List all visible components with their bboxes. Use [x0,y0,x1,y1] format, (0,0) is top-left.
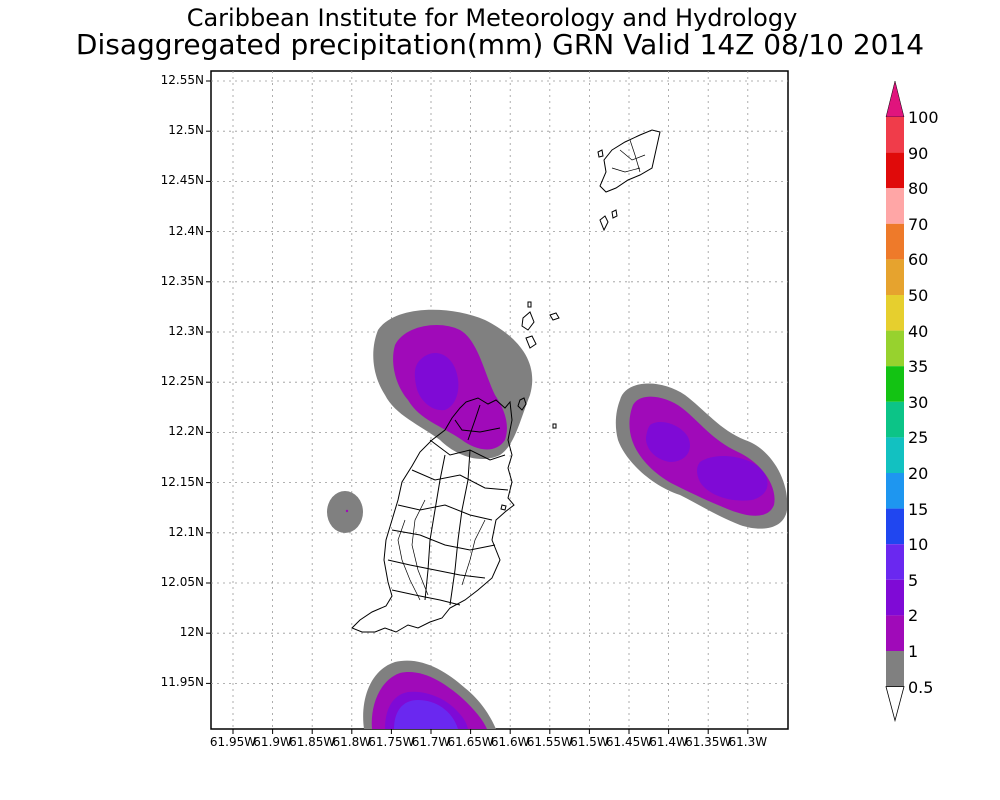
colorbar-label: 40 [908,321,929,341]
lat-label: 12.05N [160,575,204,589]
lat-label: 12N [179,625,204,640]
lon-label: 61.55W [526,735,573,749]
colorbar-label: 25 [908,428,929,448]
carriacou-parishes [611,139,646,173]
colorbar-label: 1 [908,642,919,661]
precip-west-spot-0.5 [327,491,363,533]
islet-mid-4 [549,312,560,321]
lon-label: 61.5W [570,735,609,749]
colorbar-swatch [886,330,904,367]
precip-north [373,309,533,460]
colorbar-label: 50 [908,286,929,305]
parish-boundaries [387,404,509,606]
carriacou-coastline [599,129,661,193]
colorbar-swatch [886,473,904,509]
lat-label: 12.35N [160,273,204,288]
colorbar-label: 80 [908,179,929,199]
colorbar-label: 30 [908,392,929,412]
colorbar-swatch [886,117,904,153]
precip-south-5 [394,700,458,729]
lon-label: 61.85W [289,735,336,749]
colorbar-swatch [886,579,904,616]
colorbar-swatch [886,508,904,545]
colorbar-label: 5 [908,570,919,590]
lon-label: 61.3W [728,735,768,749]
colorbar-bottom-arrow [885,686,905,723]
colorbar-swatch [886,152,904,189]
colorbar-swatch [886,615,904,651]
lat-label: 12.4N [168,223,204,238]
islet-east [552,423,557,429]
lon-label: 61.45W [605,735,653,749]
lat-label: 12.25N [160,374,204,389]
precip-west-spot-peak [345,509,349,513]
colorbar-top-arrow [885,80,905,118]
institute-title: Caribbean Institute for Meteorology and … [186,4,798,32]
carriacou-islands [521,129,661,349]
lat-label: 12.2N [168,424,204,439]
lon-label: 61.4W [649,735,688,749]
grenada-island [351,397,557,633]
islet-ronde [517,397,527,411]
lon-label: 61.65W [447,735,494,749]
colorbar-swatch [886,259,904,295]
colorbar [885,80,905,723]
colorbar-label: 70 [908,214,929,234]
colorbar-swatch [886,188,904,224]
lon-label: 61.95W [209,735,257,749]
lon-label: 61.8W [332,735,372,749]
lon-label: 61.35W [685,735,732,749]
lat-label: 12.55N [160,73,204,87]
colorbar-swatch [886,401,904,438]
colorbar-swatch [886,651,904,687]
islet-mid-1 [521,311,535,331]
islet-carriacou-3 [597,149,604,158]
precip-east-2b [697,456,768,501]
lat-label: 11.95N [160,675,204,690]
islet-carriacou-1 [599,215,609,232]
islet-carriacou-2 [611,209,618,219]
colorbar-swatch [886,544,904,580]
precip-east-2a [645,422,690,462]
islet-mid-2 [525,335,537,349]
map-title: Disaggregated precipitation(mm) GRN Vali… [75,28,925,61]
lon-label: 61.75W [368,735,415,749]
lon-label: 61.6W [490,735,530,749]
colorbar-label: 60 [908,250,929,270]
lat-label: 12.15N [160,474,204,489]
colorbar-swatch [886,295,904,331]
colorbar-swatch [886,366,904,402]
colorbar-label: 35 [908,357,929,377]
colorbar-swatch [886,223,904,260]
islet-mid-3 [527,301,532,308]
precip-west-spot [327,491,363,533]
precip-south [363,660,496,729]
lat-label: 12.3N [168,324,204,338]
colorbar-label: 90 [908,143,929,163]
colorbar-label: 100 [908,108,939,127]
lon-label: 61.9W [253,735,292,749]
colorbar-label: 10 [908,535,929,555]
island-inner-lines [397,499,486,601]
colorbar-swatch [886,437,904,473]
precip-east [615,383,788,529]
grenada-coastline [351,397,515,633]
colorbar-label: 20 [908,464,929,483]
lat-label: 12.5N [168,123,204,138]
colorbar-label: 15 [908,499,929,519]
colorbar-label: 2 [908,606,919,626]
lon-label: 61.7W [411,735,451,749]
lat-label: 12.45N [160,173,204,188]
lat-label: 12.1N [168,524,204,539]
precip-north-2 [414,353,459,411]
islet-west [500,504,507,511]
colorbar-label: 0.5 [908,677,934,697]
